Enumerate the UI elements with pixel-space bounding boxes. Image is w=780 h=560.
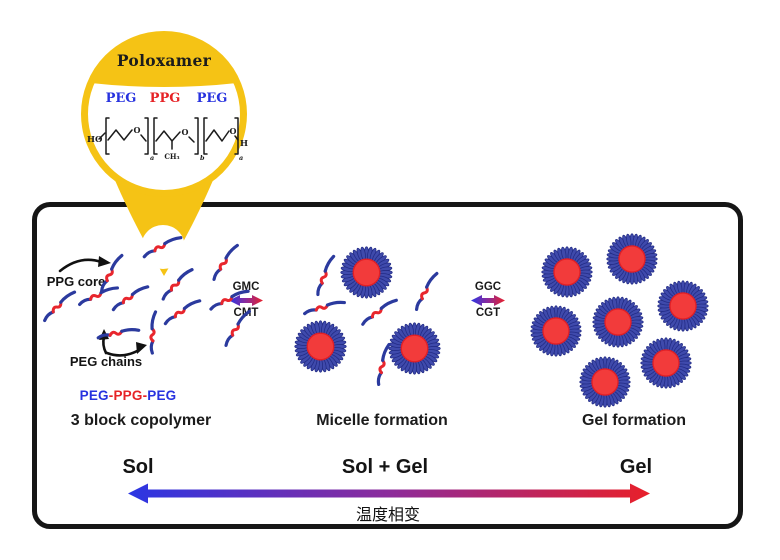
micelle: [604, 231, 660, 292]
phase-label-sol: Sol: [122, 456, 154, 478]
micelle: [638, 335, 694, 396]
svg-text:H: H: [240, 139, 248, 149]
ppg-core-arrow: [58, 256, 111, 273]
svg-text:a: a: [239, 154, 243, 162]
sol-panel-caption: 3 block copolymer: [70, 412, 212, 429]
transition-arrow: [229, 295, 263, 307]
micelle: [655, 278, 711, 339]
micelle: [528, 303, 584, 364]
micelle: [539, 244, 595, 305]
temperature-axis-label: 温度相变: [355, 507, 420, 524]
svg-text:O: O: [182, 127, 189, 137]
svg-text:HO: HO: [87, 135, 103, 145]
peg-chains-label: PEG chains: [69, 354, 143, 369]
peg-block-label: PEG: [196, 91, 228, 106]
chemical-structure-diagram: HO O a CH₃ O b O a H: [87, 117, 248, 162]
micelle-panel-caption: Micelle formation: [316, 412, 448, 429]
ppg-core-label: PPG core: [46, 274, 106, 289]
phase-label-gel: Gel: [619, 456, 653, 478]
svg-text:b: b: [200, 154, 205, 162]
transition-upper-label: GMC: [232, 281, 260, 293]
peg-ppg-peg-label: PEG-PPG-PEG: [79, 388, 177, 403]
peg-block-label: PEG: [105, 91, 137, 106]
poloxamer-title: Poloxamer: [116, 51, 212, 70]
temperature-axis-arrow: [128, 483, 650, 504]
svg-text:O: O: [230, 126, 237, 136]
transition-ggc-cgt: GGC CGT: [465, 281, 511, 320]
ppg-block-label: PPG: [149, 91, 181, 106]
gel-panel-caption: Gel formation: [581, 412, 686, 429]
svg-text:O: O: [134, 125, 141, 135]
micelle: [577, 354, 633, 415]
phase-label-sol-gel: Sol + Gel: [341, 456, 429, 478]
svg-text:a: a: [150, 154, 154, 162]
transition-gmc-cmt: GMC CMT: [223, 281, 269, 320]
transition-arrow: [471, 295, 505, 307]
transition-upper-label: GGC: [474, 281, 502, 293]
svg-text:CH₃: CH₃: [164, 152, 179, 161]
transition-lower-label: CGT: [475, 307, 501, 320]
micelle: [292, 318, 349, 380]
